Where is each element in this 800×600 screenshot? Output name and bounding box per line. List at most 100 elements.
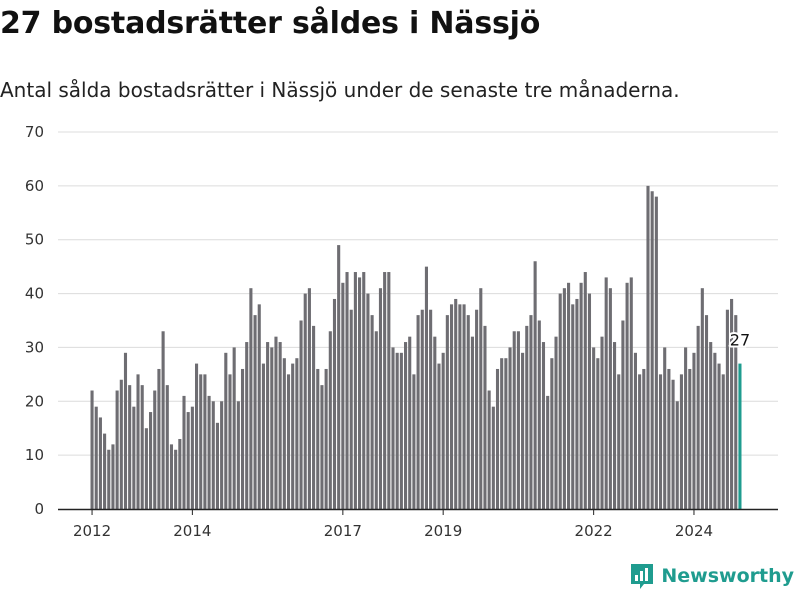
y-tick-label: 0 [34, 500, 44, 518]
bar [642, 368, 646, 509]
bar [165, 385, 169, 509]
bar [583, 272, 587, 509]
y-tick-label: 60 [25, 177, 44, 195]
bar [449, 304, 454, 509]
bar [195, 363, 199, 509]
bar [533, 261, 537, 509]
bar [374, 331, 378, 509]
bar [353, 272, 357, 509]
bar [437, 363, 441, 509]
bar [144, 428, 148, 509]
bar [282, 358, 286, 509]
bar [291, 363, 295, 509]
bar [224, 352, 228, 509]
bar [667, 368, 671, 509]
newsworthy-logo-icon [631, 564, 654, 589]
bar [274, 336, 278, 509]
bar [466, 315, 470, 509]
bar [332, 298, 337, 509]
bar [709, 342, 713, 509]
bar [190, 406, 194, 509]
bar [617, 374, 621, 509]
bar [571, 304, 575, 509]
bar [491, 406, 495, 509]
bar [136, 374, 140, 509]
bar [278, 342, 282, 509]
bar [675, 401, 679, 509]
bar [186, 412, 190, 509]
bar [358, 277, 362, 509]
bar [458, 304, 462, 509]
x-axis: 2012 2014 2017 2019 2022 2024 [58, 508, 778, 540]
bar [579, 282, 583, 509]
y-tick-label: 30 [25, 338, 44, 356]
bar [245, 342, 249, 509]
bar [337, 245, 341, 509]
bar [650, 191, 654, 509]
bar [412, 374, 416, 509]
y-tick-label: 70 [25, 123, 44, 141]
bar [320, 385, 324, 509]
bar [629, 277, 633, 509]
bar [111, 444, 115, 509]
bar [303, 293, 307, 509]
bar [228, 374, 232, 509]
x-tick-label: 2012 [73, 522, 111, 540]
bar [90, 390, 94, 509]
bar [529, 315, 533, 509]
y-tick-label: 20 [25, 392, 44, 410]
bar [123, 352, 128, 509]
highlight-value-label: 27 [730, 331, 750, 350]
bar [157, 368, 161, 509]
bar [495, 368, 500, 509]
bar [608, 288, 612, 509]
bar [587, 293, 592, 509]
bar [307, 288, 311, 509]
bar [107, 449, 111, 509]
bar [508, 347, 512, 509]
bar [445, 315, 449, 509]
bar [366, 293, 370, 509]
x-tick-label: 2024 [675, 522, 713, 540]
bar [663, 347, 667, 509]
bar [521, 352, 525, 509]
highlight-bar [738, 363, 742, 509]
bar [132, 406, 136, 509]
bar [387, 272, 391, 509]
bar [103, 433, 107, 509]
bar [558, 293, 562, 509]
bar [592, 347, 596, 509]
bar [378, 288, 383, 509]
bar [470, 336, 474, 509]
bar [596, 358, 600, 509]
bar [232, 347, 236, 509]
y-axis-ticks: 0 10 20 30 40 50 60 70 [25, 123, 44, 518]
bar [182, 395, 186, 509]
bar [341, 282, 345, 509]
bar [257, 304, 261, 509]
bar [692, 352, 696, 509]
bar [621, 320, 625, 509]
bar [395, 352, 399, 509]
bar [516, 331, 520, 509]
bar [220, 401, 224, 509]
bar [441, 352, 445, 509]
bar [525, 325, 529, 509]
bar [391, 347, 395, 509]
y-tick-label: 40 [25, 285, 44, 303]
bar [420, 309, 424, 509]
bar [658, 374, 663, 509]
bar [633, 352, 637, 509]
bar [161, 331, 165, 509]
bar [541, 342, 546, 509]
bar [324, 368, 328, 509]
bar [424, 266, 428, 509]
bar [270, 347, 274, 509]
bar [253, 315, 257, 509]
bar [211, 401, 215, 509]
bar [725, 309, 729, 509]
bar [679, 374, 683, 509]
bar [734, 315, 738, 509]
bar [696, 325, 700, 509]
